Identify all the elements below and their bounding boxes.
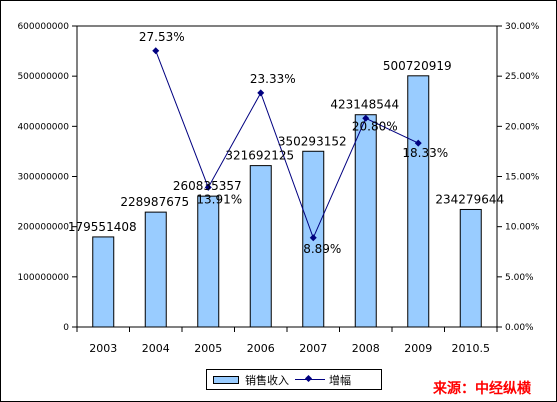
right-tick-label: 0.00% [505,323,534,333]
right-tick-label: 30.00% [505,22,540,32]
legend: 销售收入 增幅 [206,369,382,390]
x-tick-label: 2006 [247,342,275,355]
growth-point-2005 [204,183,212,191]
left-tick-label: 400000000 [17,122,69,132]
legend-label-sales: 销售收入 [245,373,289,387]
growth-line [155,50,419,240]
x-tick-label: 2010.5 [452,342,491,355]
bar-data-label: 234279644 [435,192,504,206]
left-tick-label: 0 [63,323,69,333]
growth-point-2006 [257,89,265,97]
legend-swatch-bar [213,375,239,384]
legend-item-growth: 增幅 [295,372,351,388]
growth-data-label: 18.33% [402,146,448,160]
right-tick-label: 10.00% [505,223,540,233]
growth-data-label: 27.53% [139,30,185,44]
bar-data-label: 350293152 [278,134,347,148]
left-tick-label: 100000000 [17,273,69,283]
x-tick-label: 2009 [404,342,432,355]
bar-2009 [407,75,430,328]
bar-2010.5 [459,208,482,328]
left-tick-label: 300000000 [17,173,69,183]
growth-data-label: 8.89% [303,242,341,256]
bar-2008 [354,114,377,328]
growth-point-2007 [309,234,317,242]
x-tick-label: 2005 [194,342,222,355]
left-tick-label: 200000000 [17,223,69,233]
x-tick-label: 2004 [142,342,170,355]
left-tick-label: 600000000 [17,22,69,32]
growth-data-label: 20.80% [352,119,398,133]
growth-data-label: 23.33% [250,72,296,86]
growth-point-2009 [414,139,422,147]
bar-2003 [92,236,115,328]
right-tick-label: 25.00% [505,72,540,82]
bar-data-label: 321692125 [225,149,294,163]
bar-data-label: 179551408 [68,220,137,234]
right-tick-label: 5.00% [505,273,534,283]
bar-data-label: 228987675 [120,195,189,209]
x-tick-label: 2008 [352,342,380,355]
source-note: 来源：中经纵横 [433,381,531,397]
legend-item-sales: 销售收入 [213,372,289,388]
growth-data-label: 13.91% [196,192,242,206]
bar-2004 [144,211,167,328]
x-tick-label: 2007 [299,342,327,355]
right-tick-label: 20.00% [505,122,540,132]
right-tick-label: 15.00% [505,173,540,183]
legend-label-growth: 增幅 [329,373,351,387]
bar-2005 [197,195,220,328]
growth-point-2004 [152,47,160,55]
growth-point-2008 [362,114,370,122]
bar-data-label: 260835357 [173,179,242,193]
bar-2006 [249,165,272,328]
x-tick-label: 2003 [89,342,117,355]
bar-data-label: 423148544 [330,98,399,112]
bar-data-label: 500720919 [383,59,452,73]
left-tick-label: 500000000 [17,72,69,82]
legend-swatch-line [295,375,325,385]
